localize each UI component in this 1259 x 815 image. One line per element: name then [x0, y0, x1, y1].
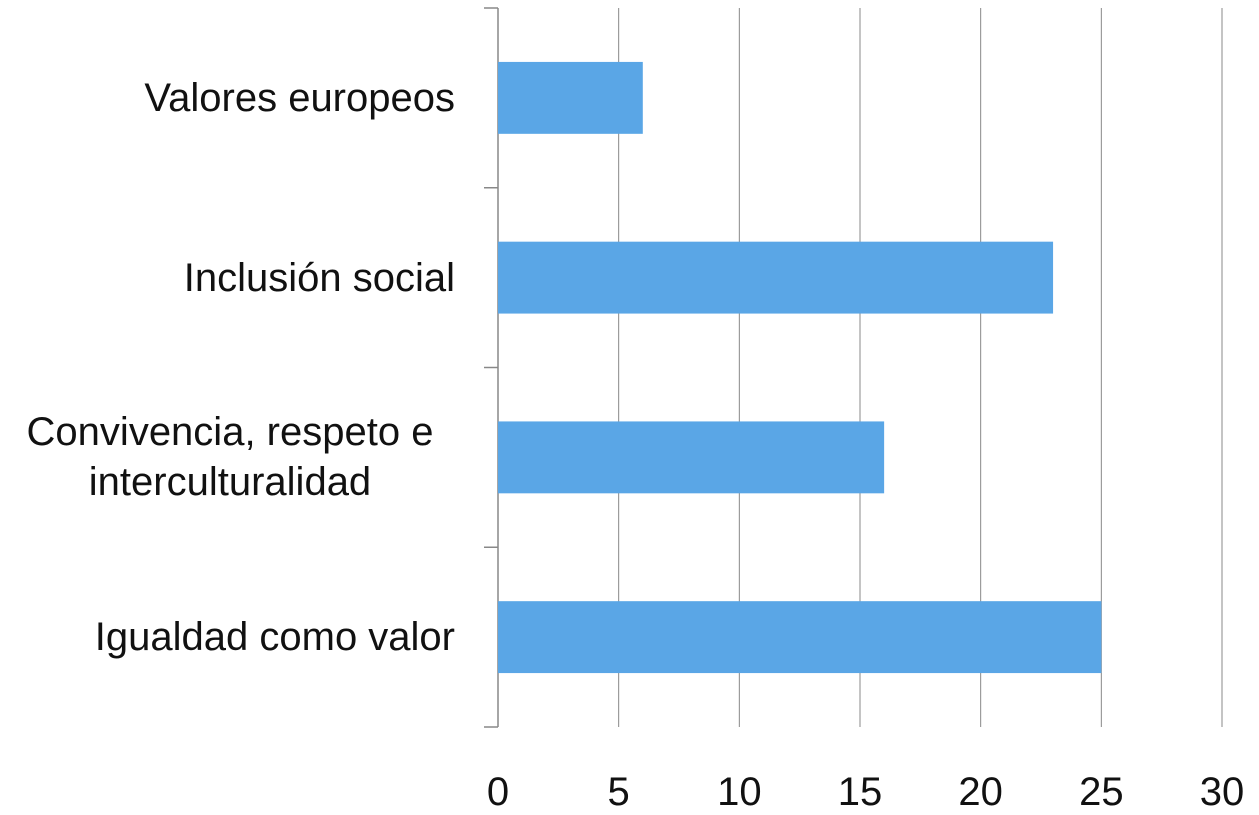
x-tick-label: 30 — [1200, 770, 1245, 814]
category-text: Igualdad como valor — [94, 615, 455, 660]
category-text: Convivencia, respeto e interculturalidad — [26, 410, 434, 505]
x-tick-label: 25 — [1079, 770, 1124, 814]
bar — [498, 61, 643, 134]
category-text: Valores europeos — [144, 75, 455, 120]
x-tick-label: 5 — [608, 770, 630, 814]
y-tick-label: Inclusión social — [0, 253, 455, 303]
x-tick-label: 10 — [717, 770, 762, 814]
y-tick-label: Convivencia, respeto e interculturalidad — [0, 407, 455, 507]
y-tick-label: Igualdad como valor — [0, 612, 455, 662]
y-tick-label: Valores europeos — [0, 73, 455, 123]
x-tick-label: 0 — [487, 770, 509, 814]
bar — [498, 601, 1102, 674]
x-tick-label: 15 — [838, 770, 883, 814]
x-tick-label: 20 — [958, 770, 1003, 814]
bar — [498, 241, 1054, 314]
bar — [498, 421, 885, 494]
category-text: Inclusión social — [183, 255, 455, 300]
